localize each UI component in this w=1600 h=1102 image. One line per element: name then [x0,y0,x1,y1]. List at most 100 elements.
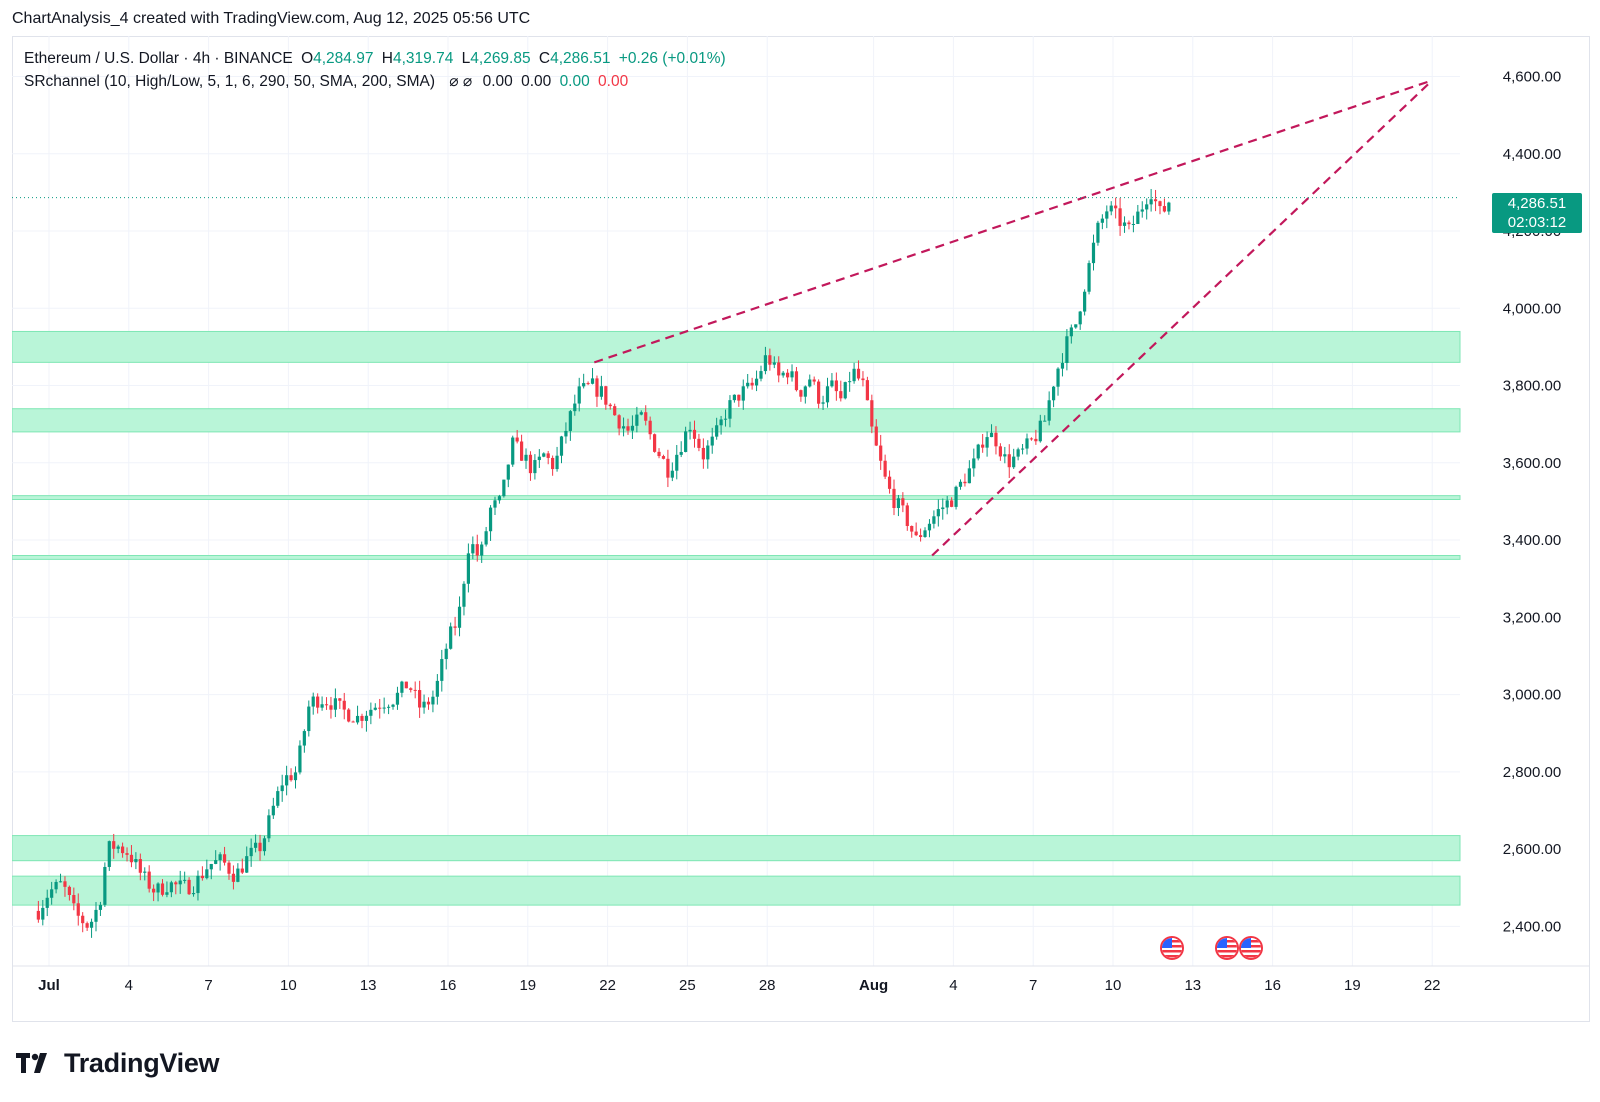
candle-body [830,380,834,387]
candle-body [808,379,812,387]
candle-body [400,681,404,693]
candle-body [1078,311,1082,325]
candle-body [573,403,577,412]
candle-body [976,444,980,459]
candle-body [174,882,178,885]
candle-body [728,400,732,419]
candle-body [519,441,524,461]
y-tick-label: 4,000.00 [1503,300,1561,317]
candle-body [1012,456,1016,468]
candle-body [661,456,666,459]
candle-body [81,915,85,924]
y-tick-label: 2,800.00 [1503,764,1561,781]
symbol-label[interactable]: Ethereum / U.S. Dollar · 4h · BINANCE [24,50,293,67]
candle-body [927,523,932,531]
price-chart[interactable]: 2,400.00 2,600.00 2,800.00 3,000.00 3,200.00… [12,36,1590,1022]
candle-body [431,696,435,705]
us-flag-icon[interactable] [1159,936,1184,960]
candle-body [1029,438,1034,440]
us-flag-icon[interactable] [1215,936,1240,960]
x-tick-label: 16 [440,977,457,994]
candle-body [342,700,346,710]
candle-body [582,383,586,387]
tradingview-logo-icon [16,1052,47,1073]
candle-body [790,371,794,378]
candle-body [107,841,111,867]
candle-body [777,362,781,376]
x-tick-label: Jul [38,977,60,994]
candle-body [989,432,994,438]
high-label: H [381,50,393,67]
candle-body [644,412,648,421]
candle-body [298,745,302,773]
candle-body [125,853,129,855]
candle-body [1074,324,1078,328]
candle-body [360,715,364,721]
candle-body [524,454,528,461]
candle-body [85,923,89,928]
sr-zone [12,330,1461,363]
candle-body [355,715,360,723]
candle-body [533,460,537,474]
candle-body [214,860,218,864]
indicator-value-3: 0.00 [559,73,590,90]
x-tick-label: Aug [859,977,888,994]
candle-body [887,476,892,489]
us-flag-icon[interactable] [1239,936,1264,960]
candle-body [803,386,807,397]
trendline[interactable] [931,79,1433,557]
indicator-label[interactable]: SRchannel (10, High/Low, 5, 1, 6, 290, 5… [24,73,435,90]
candle-body [1083,291,1087,312]
candle-body [143,871,147,873]
candle-body [568,411,572,431]
candle-body [945,500,949,508]
candle-body [1056,368,1060,387]
candle-body [76,903,80,916]
candle-body [675,454,679,471]
candle-body [1100,218,1104,223]
candle-body [843,382,847,399]
x-tick-label: 19 [519,977,536,994]
candle-body [369,709,373,716]
candle-body [138,859,142,873]
candle-body [1038,420,1042,442]
candle-body [1060,362,1065,369]
candle-body [1065,336,1069,363]
candle-body [542,453,546,457]
candle-body [1096,222,1100,243]
candle-body [741,386,745,401]
candle-body [94,909,98,922]
candle-body [506,464,510,480]
candle-body [457,606,462,628]
sr-zone [12,555,1461,560]
candle-body [435,680,439,697]
candle-body [626,426,630,431]
candle-body [723,418,728,420]
candle-body [1091,242,1096,264]
candle-body [666,458,670,478]
candle-body [169,882,173,893]
candle-body [302,731,306,746]
close-label: C [538,50,551,67]
low-value: 4,269.85 [470,50,531,67]
candle-body [240,868,244,873]
candle-body [528,454,533,474]
candle-body [537,456,541,461]
candle-body [378,707,382,709]
candle-body [1131,223,1135,225]
visibility-icons[interactable]: ⌀ ⌀ [449,73,473,90]
candle-body [896,498,901,509]
candle-body [1162,206,1167,212]
candle-body [799,390,803,397]
candle-body [670,470,674,478]
candle-body [462,583,466,607]
candle-body [1153,199,1158,202]
candle-body [422,701,426,708]
candle-body [386,706,391,708]
candle-body [697,438,701,448]
candle-body [293,772,298,781]
candle-body [497,496,502,501]
trendline[interactable] [593,79,1433,364]
close-value: 4,286.51 [550,50,611,67]
change-value: +0.26 (+0.01%) [618,50,726,67]
